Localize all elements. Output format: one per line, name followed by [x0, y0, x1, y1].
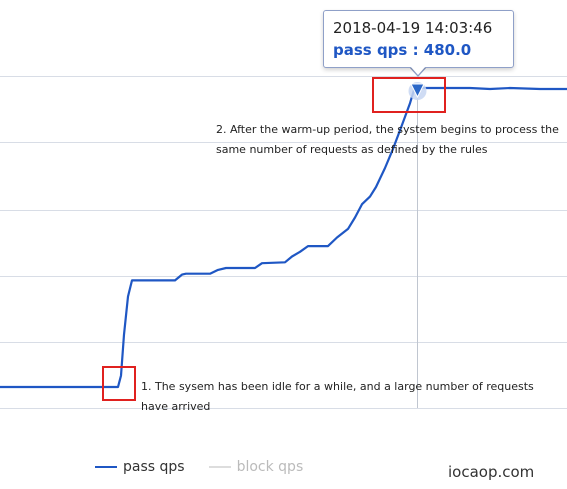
legend-swatch-pass-qps	[95, 466, 117, 468]
marker-triangle-icon[interactable]	[410, 83, 425, 99]
tooltip-arrow-inner	[410, 66, 426, 75]
chart-legend: pass qps block qps	[95, 456, 327, 478]
tooltip: 2018-04-19 14:03:46 pass qps : 480.0	[323, 10, 514, 68]
tooltip-value: pass qps : 480.0	[333, 41, 472, 59]
legend-item-block-qps[interactable]: block qps	[208, 459, 304, 475]
annotation-warmup: 2. After the warm-up period, the system …	[216, 123, 559, 156]
grid-lines	[0, 76, 567, 409]
highlight-box-warmup	[372, 77, 446, 113]
tooltip-time: 2018-04-19 14:03:46	[333, 19, 493, 37]
legend-item-pass-qps[interactable]: pass qps	[95, 459, 185, 475]
highlight-box-idle	[102, 366, 136, 401]
hover-marker[interactable]	[408, 82, 427, 100]
legend-swatch-block-qps	[208, 466, 231, 468]
highlight-boxes	[102, 77, 446, 401]
annotation-idle: 1. The sysem has been idle for a while, …	[141, 380, 534, 413]
legend-label-pass-qps: pass qps	[123, 459, 185, 475]
watermark: iocaop.com	[448, 463, 535, 481]
legend-label-block-qps: block qps	[236, 459, 304, 475]
